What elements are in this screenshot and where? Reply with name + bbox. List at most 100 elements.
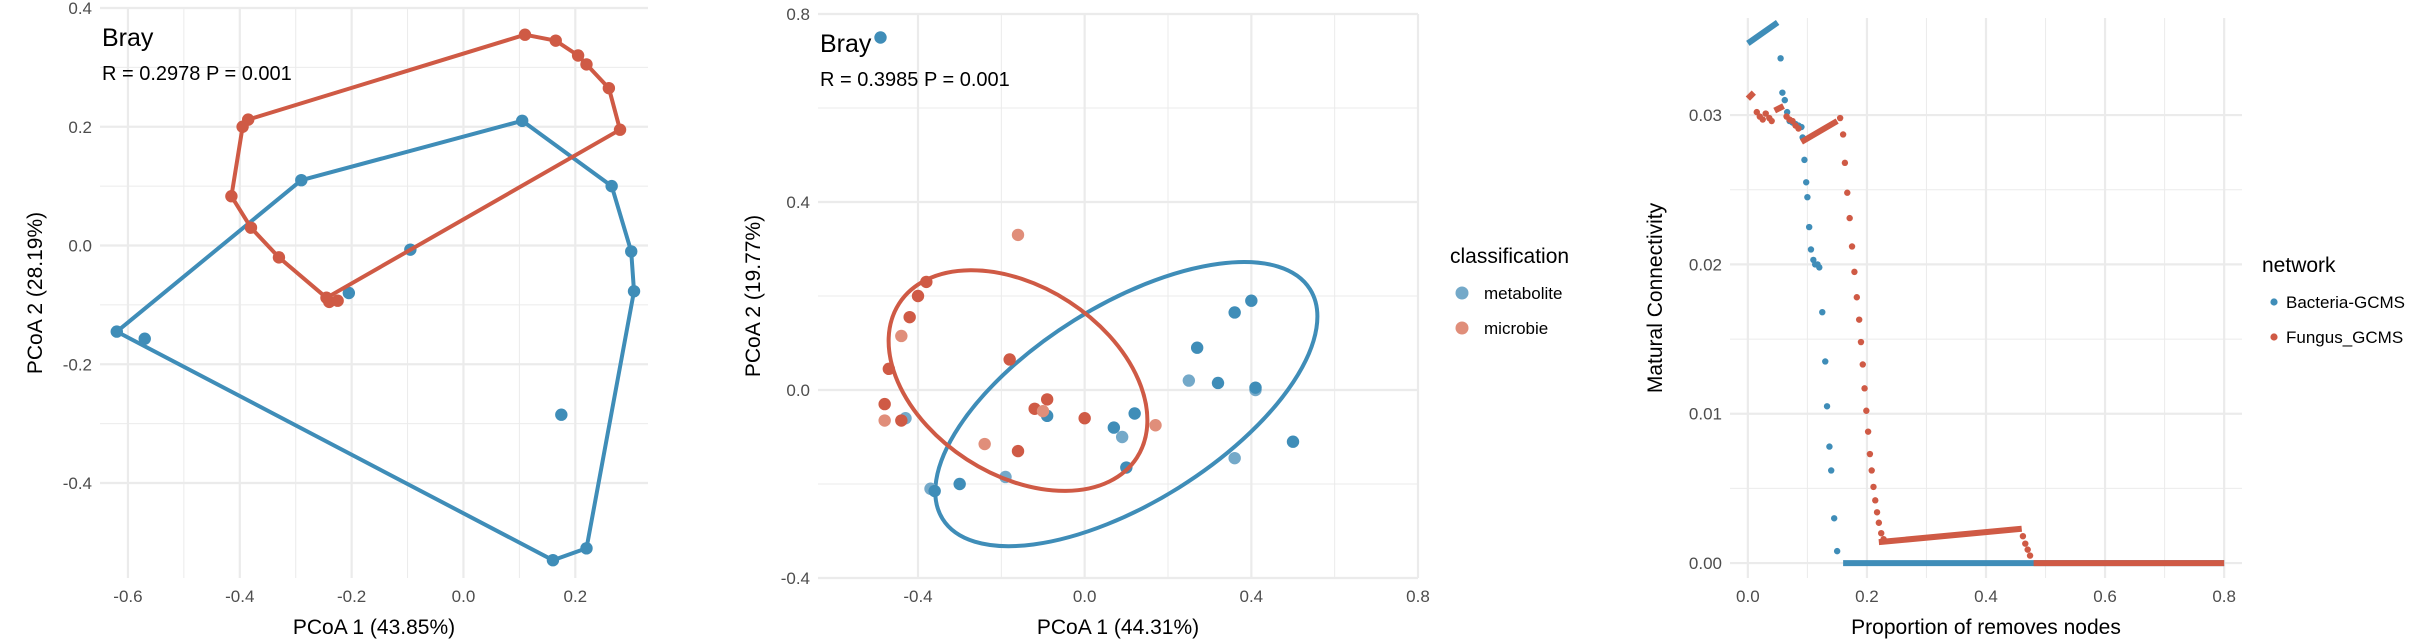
dense-points-run bbox=[1745, 90, 1756, 101]
data-point bbox=[874, 31, 887, 44]
data-point bbox=[1078, 412, 1091, 425]
data-point bbox=[1036, 404, 1050, 418]
legend-key-red bbox=[2270, 333, 2278, 341]
y-tick-label: 0.4 bbox=[786, 193, 810, 212]
data-point bbox=[605, 179, 618, 193]
x-tick-label: -0.2 bbox=[337, 587, 366, 606]
data-point bbox=[331, 294, 344, 307]
data-point bbox=[1228, 451, 1241, 465]
data-point bbox=[1828, 467, 1835, 474]
data-point bbox=[1040, 393, 1054, 406]
data-point bbox=[1868, 467, 1875, 474]
data-point bbox=[1228, 306, 1241, 319]
y-axis-title: PCoA 2 (28.19%) bbox=[24, 212, 47, 374]
data-point bbox=[236, 120, 249, 133]
data-point bbox=[627, 285, 641, 298]
data-point bbox=[911, 289, 925, 303]
data-point bbox=[1859, 361, 1866, 368]
data-point bbox=[342, 286, 356, 300]
x-tick-label: 0.4 bbox=[1974, 587, 1998, 606]
y-tick-label: 0.03 bbox=[1689, 106, 1722, 125]
x-tick-label: 0.2 bbox=[563, 587, 587, 606]
data-point bbox=[2022, 540, 2029, 547]
y-axis-title: PCoA 2 (19.77%) bbox=[742, 215, 765, 377]
legend: network Bacteria-GCMS Fungus_GCMS bbox=[2262, 254, 2405, 347]
data-point bbox=[602, 81, 616, 95]
data-point bbox=[1866, 450, 1874, 458]
data-point bbox=[625, 245, 638, 258]
data-point bbox=[1249, 381, 1262, 394]
dense-points-run bbox=[1878, 525, 2023, 546]
series-red bbox=[878, 228, 1162, 493]
data-point bbox=[1844, 189, 1851, 196]
panel-ellipse: -0.4 0.0 0.4 0.8 -0.4 0.0 0.4 0.8 PCoA 1 (44.31%… bbox=[742, 5, 1569, 639]
series-red bbox=[225, 28, 627, 309]
x-axis-title: Proportion of removes nodes bbox=[1851, 616, 2121, 639]
legend-item-label: metabolite bbox=[1484, 284, 1562, 303]
x-tick-label: 0.0 bbox=[1736, 587, 1760, 606]
data-point bbox=[1861, 385, 1868, 392]
data-point bbox=[1872, 497, 1879, 504]
panel-robustness: 0.0 0.2 0.4 0.6 0.8 0.00 0.01 0.02 0.03 Proportio… bbox=[1644, 18, 2405, 639]
series-blue bbox=[874, 31, 1320, 549]
confidence-ellipse bbox=[886, 268, 1150, 493]
data-point bbox=[1807, 246, 1815, 253]
y-tick-label: 0.2 bbox=[68, 118, 92, 137]
legend: classification metabolite microbie bbox=[1450, 245, 1569, 338]
legend-title: classification bbox=[1450, 245, 1569, 268]
y-tick-label: 0.0 bbox=[786, 381, 810, 400]
data-point bbox=[1777, 55, 1784, 62]
data-point bbox=[878, 414, 891, 427]
x-tick-label: -0.4 bbox=[903, 587, 932, 606]
dense-points-run bbox=[1746, 20, 1780, 46]
dense-points-run bbox=[1799, 118, 1839, 145]
x-tick-label: -0.4 bbox=[225, 587, 254, 606]
y-tick-label: 0.01 bbox=[1689, 405, 1722, 424]
data-point bbox=[225, 190, 238, 203]
data-point bbox=[1878, 530, 1885, 537]
y-tick-label: -0.2 bbox=[63, 355, 92, 374]
data-point bbox=[1182, 374, 1196, 387]
data-point bbox=[613, 123, 627, 136]
data-point bbox=[1870, 483, 1877, 491]
data-point bbox=[1853, 294, 1861, 301]
data-point bbox=[1851, 268, 1858, 276]
y-tick-label: 0.00 bbox=[1689, 554, 1722, 573]
data-point bbox=[1864, 428, 1872, 435]
data-point bbox=[1830, 515, 1838, 522]
data-point bbox=[515, 114, 529, 128]
data-point bbox=[1855, 316, 1863, 323]
data-point bbox=[244, 221, 258, 234]
data-point bbox=[953, 477, 966, 491]
data-point bbox=[1779, 89, 1786, 96]
data-point bbox=[1880, 535, 1887, 543]
legend-title: network bbox=[2262, 254, 2336, 277]
confidence-ellipse bbox=[933, 260, 1320, 549]
data-point bbox=[1011, 444, 1025, 458]
data-point bbox=[1768, 117, 1775, 125]
data-point bbox=[1115, 430, 1129, 444]
data-point bbox=[1839, 131, 1847, 138]
data-point bbox=[1795, 125, 1802, 132]
data-point bbox=[518, 28, 532, 41]
x-tick-label: 0.6 bbox=[2093, 587, 2117, 606]
data-point bbox=[1801, 156, 1808, 164]
stat-label: R = 0.2978 P = 0.001 bbox=[102, 63, 292, 85]
x-tick-label: 0.2 bbox=[1855, 587, 1879, 606]
x-tick-label: 0.8 bbox=[2212, 587, 2236, 606]
data-point bbox=[1211, 376, 1225, 390]
legend-item-label: Fungus_GCMS bbox=[2286, 328, 2403, 347]
legend-key-red_light bbox=[1455, 321, 1469, 335]
data-point bbox=[1822, 358, 1829, 365]
stat-label: R = 0.3985 P = 0.001 bbox=[820, 69, 1010, 91]
legend-key-blue bbox=[2270, 298, 2278, 306]
data-point bbox=[1286, 435, 1300, 448]
data-point bbox=[1149, 419, 1162, 432]
x-axis-title: PCoA 1 (44.31%) bbox=[1037, 616, 1199, 639]
data-point bbox=[580, 542, 593, 555]
data-point bbox=[1804, 194, 1811, 201]
legend-key-blue_light bbox=[1455, 286, 1469, 300]
data-point bbox=[571, 49, 585, 62]
data-point bbox=[138, 332, 151, 345]
